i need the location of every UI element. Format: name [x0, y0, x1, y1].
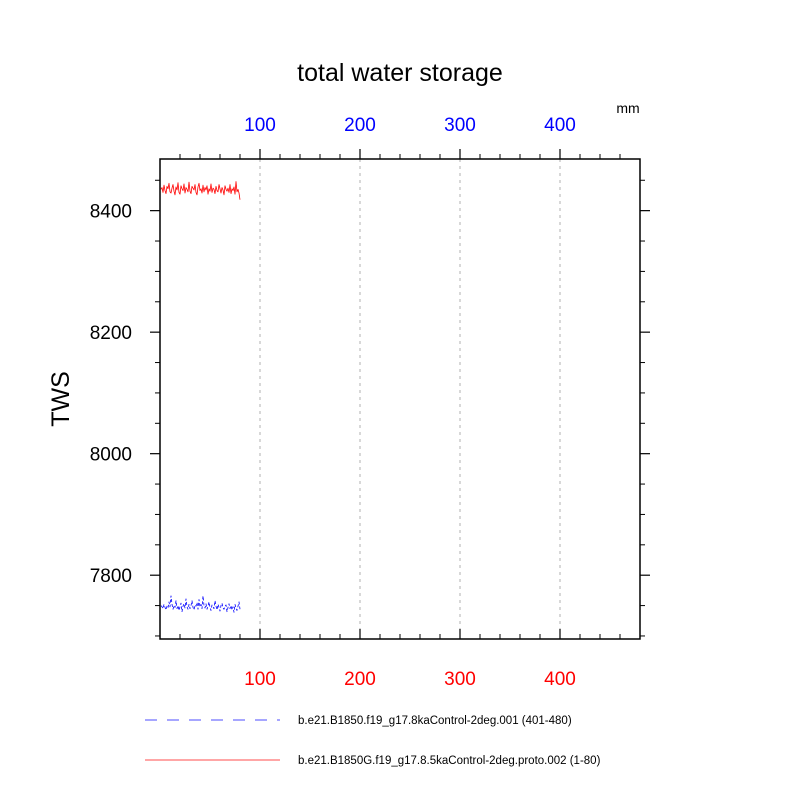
legend-label-blue: b.e21.B1850.f19_g17.8kaControl-2deg.001 … [298, 715, 572, 727]
legend: b.e21.B1850.f19_g17.8kaControl-2deg.001 … [145, 715, 601, 767]
axis-ticks [150, 149, 650, 639]
series-line-0 [160, 595, 241, 613]
y-tick-label-8200: 8200 [90, 323, 132, 344]
x-tick-label-bottom-300: 300 [444, 669, 476, 690]
x-tick-label-top-400: 400 [544, 115, 576, 136]
units-label: mm [616, 100, 639, 116]
x-tick-label-top-200: 200 [344, 115, 376, 136]
plot-series [160, 181, 241, 613]
x-tick-label-top-300: 300 [444, 115, 476, 136]
legend-label-red: b.e21.B1850G.f19_g17.8.5kaControl-2deg.p… [298, 755, 601, 767]
chart-title: total water storage [297, 59, 503, 87]
y-tick-label-8400: 8400 [90, 202, 132, 223]
y-axis-label: TWS [47, 371, 75, 427]
x-tick-label-top-100: 100 [244, 115, 276, 136]
x-tick-label-bottom-400: 400 [544, 669, 576, 690]
x-tick-label-bottom-100: 100 [244, 669, 276, 690]
series-line-1 [160, 181, 241, 200]
x-tick-label-bottom-200: 200 [344, 669, 376, 690]
tick-labels: 100 100 200 200 300 300 400 400 7800 8000 8200 8400 [90, 115, 576, 690]
y-tick-label-7800: 7800 [90, 566, 132, 587]
y-tick-label-8000: 8000 [90, 445, 132, 466]
grid-lines [259, 159, 561, 639]
plot-frame [159, 158, 641, 640]
